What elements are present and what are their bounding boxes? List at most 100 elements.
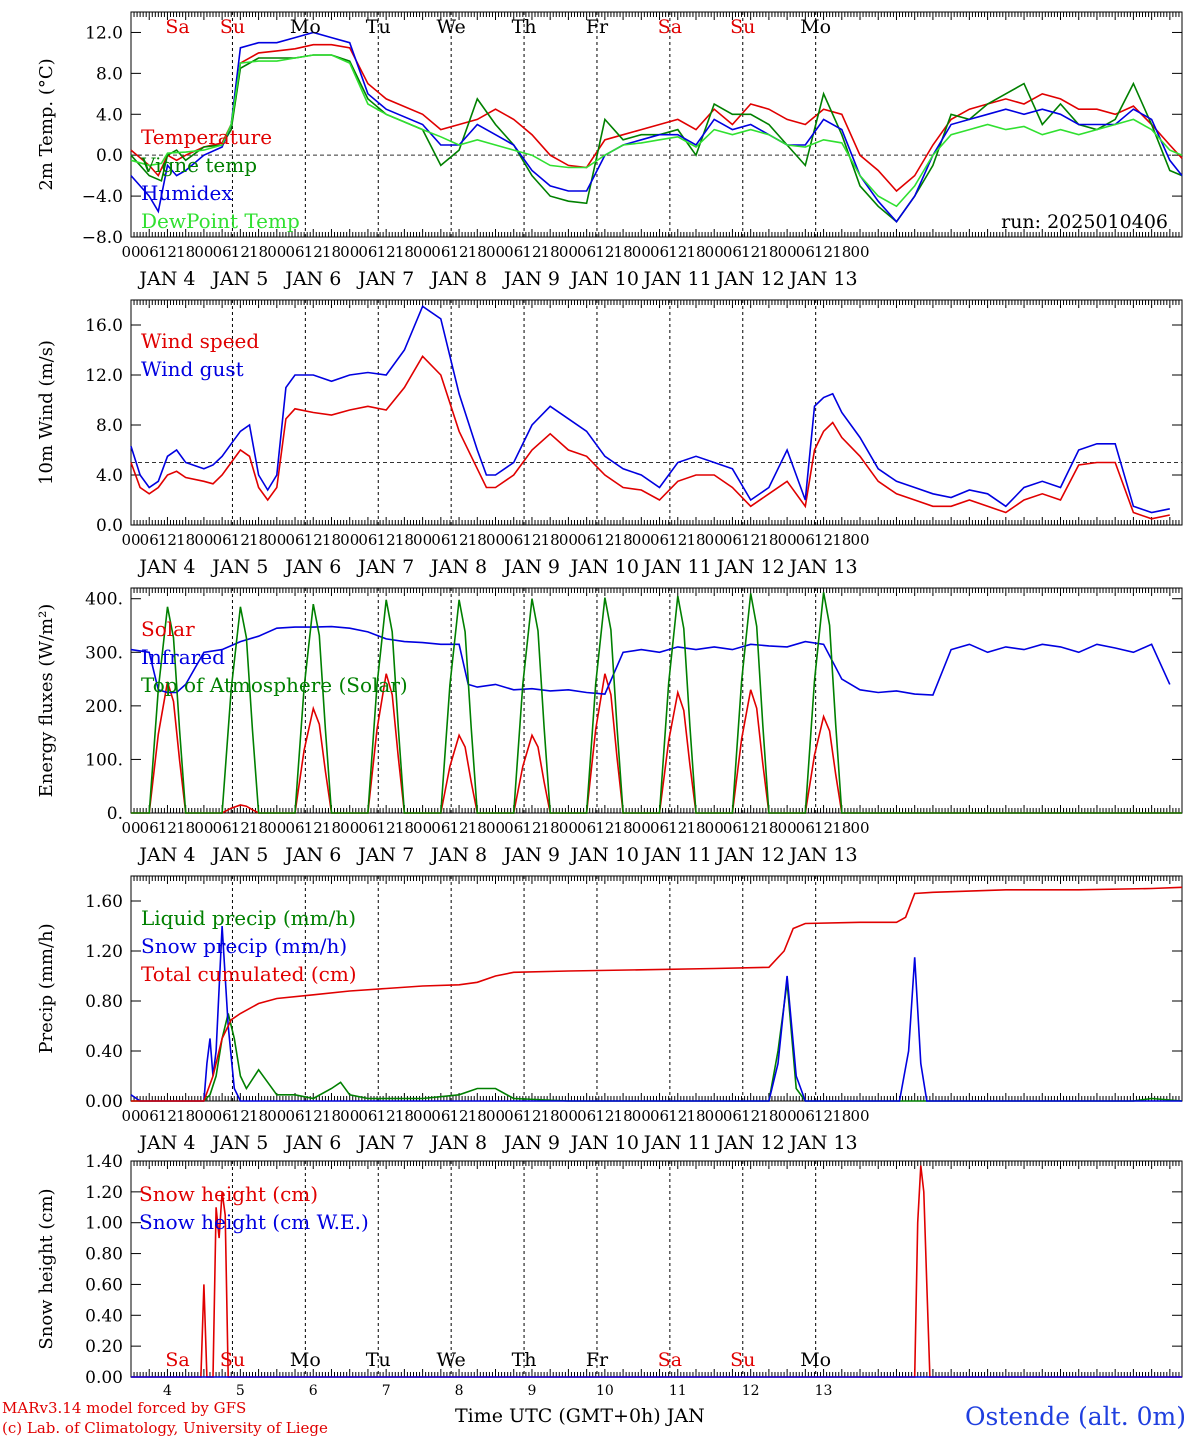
x-hour-label: 12 [450, 531, 469, 549]
x-date-label: JAN 12 [715, 1132, 785, 1154]
x-hour-label: 18 [395, 243, 414, 261]
x-hour-label: 12 [814, 819, 833, 837]
y-tick-label: 0.00 [85, 1368, 123, 1388]
x-hour-label: 00 [778, 531, 797, 549]
x-date-label: JAN 4 [137, 1132, 195, 1154]
x-hour-label: 06 [796, 1107, 815, 1125]
y-axis-title: 2m Temp. (°C) [36, 58, 57, 190]
weekday-label-bottom: Sa [658, 1349, 682, 1371]
x-hour-label: 12 [814, 243, 833, 261]
x-hour-label: 00 [121, 1107, 140, 1125]
x-hour-label: 18 [686, 243, 705, 261]
x-date-label: JAN 8 [429, 556, 487, 578]
x-hour-label: 06 [140, 819, 159, 837]
x-hour-label: 18 [468, 531, 487, 549]
legend-entry: Snow height (cm) [139, 1182, 318, 1206]
x-hour-label: 00 [486, 531, 505, 549]
x-hour-label: 00 [194, 531, 213, 549]
x-date-label: JAN 4 [137, 268, 195, 290]
x-day-number: 7 [382, 1383, 391, 1399]
x-date-label: JAN 9 [502, 1132, 560, 1154]
x-hour-label: 06 [285, 1107, 304, 1125]
x-hour-label: 06 [213, 243, 232, 261]
x-hour-label: 00 [850, 243, 869, 261]
weekday-label-top: Su [730, 16, 755, 38]
y-tick-label: 1.40 [85, 1152, 123, 1172]
y-tick-label: 1.00 [85, 1214, 123, 1234]
x-hour-label: 00 [850, 531, 869, 549]
x-hour-label: 12 [741, 819, 760, 837]
legend-entry: Wind speed [141, 329, 259, 353]
x-hour-label: 12 [231, 1107, 250, 1125]
x-hour-label: 06 [723, 1107, 742, 1125]
x-hour-label: 06 [140, 531, 159, 549]
x-date-label: JAN 5 [210, 556, 268, 578]
x-hour-label: 00 [340, 531, 359, 549]
x-hour-label: 00 [778, 819, 797, 837]
x-hour-label: 12 [158, 531, 177, 549]
x-hour-label: 00 [194, 819, 213, 837]
x-hour-label: 06 [431, 819, 450, 837]
x-hour-label: 18 [468, 819, 487, 837]
x-hour-label: 18 [541, 531, 560, 549]
x-hour-label: 00 [632, 531, 651, 549]
x-hour-label: 00 [778, 243, 797, 261]
x-hour-label: 00 [413, 243, 432, 261]
x-hour-label: 06 [577, 243, 596, 261]
x-day-number: 6 [309, 1383, 318, 1399]
x-hour-label: 06 [504, 243, 523, 261]
x-hour-label: 12 [231, 819, 250, 837]
x-date-label: JAN 7 [356, 1132, 414, 1154]
x-hour-label: 06 [213, 819, 232, 837]
y-tick-label: 4.0 [96, 105, 123, 125]
x-date-label: JAN 13 [787, 556, 857, 578]
panel-3: 0. 100. 200. 300. 400. Energy fluxes (W/m²) So… [36, 587, 1183, 866]
x-hour-label: 06 [285, 531, 304, 549]
x-date-label: JAN 6 [283, 556, 341, 578]
x-day-number: 13 [815, 1383, 833, 1399]
weekday-label-top: We [437, 16, 466, 38]
x-hour-label: 06 [650, 819, 669, 837]
x-hour-label: 06 [358, 531, 377, 549]
y-tick-label: 0.80 [85, 992, 123, 1012]
x-hour-label: 18 [759, 531, 778, 549]
weekday-label-bottom: Th [512, 1349, 537, 1371]
x-hour-label: 18 [832, 243, 851, 261]
panel-1: −8.0 −4.0 0.0 4.0 8.0 12.0 2m Temp. (°C) Temper… [36, 11, 1183, 290]
y-tick-label: 0.80 [85, 1245, 123, 1265]
x-day-number: 10 [596, 1383, 614, 1399]
x-hour-label: 18 [614, 819, 633, 837]
y-axis-title: Precip (mm/h) [36, 923, 57, 1053]
x-date-label: JAN 12 [715, 268, 785, 290]
x-hour-label: 12 [595, 1107, 614, 1125]
y-tick-label: 0.00 [85, 1092, 123, 1112]
series-vigne-temp [130, 54, 1183, 223]
x-date-label: JAN 9 [502, 844, 560, 866]
x-date-label: JAN 8 [429, 844, 487, 866]
x-hour-label: 12 [304, 243, 323, 261]
legend-entry: DewPoint Temp [141, 209, 300, 233]
x-hour-label: 06 [796, 243, 815, 261]
x-hour-label: 12 [304, 819, 323, 837]
x-hour-label: 18 [541, 1107, 560, 1125]
x-hour-label: 18 [249, 1107, 268, 1125]
x-hour-label: 06 [796, 531, 815, 549]
legend-entry: Liquid precip (mm/h) [141, 906, 356, 930]
x-hour-label: 06 [140, 243, 159, 261]
x-hour-label: 12 [377, 1107, 396, 1125]
x-hour-label: 00 [340, 243, 359, 261]
x-hour-label: 18 [832, 531, 851, 549]
y-tick-label: 0.40 [85, 1306, 123, 1326]
x-hour-label: 12 [668, 531, 687, 549]
panel-4: 0.00 0.40 0.80 1.20 1.60 Precip (mm/h) Liquid … [36, 875, 1183, 1154]
x-hour-label: 00 [267, 531, 286, 549]
weekday-label-top: Fr [586, 16, 609, 38]
x-hour-label: 06 [431, 531, 450, 549]
x-hour-label: 06 [577, 819, 596, 837]
x-hour-label: 18 [759, 1107, 778, 1125]
x-hour-label: 12 [158, 1107, 177, 1125]
x-hour-label: 06 [577, 1107, 596, 1125]
x-hour-label: 12 [377, 819, 396, 837]
x-hour-label: 18 [322, 819, 341, 837]
